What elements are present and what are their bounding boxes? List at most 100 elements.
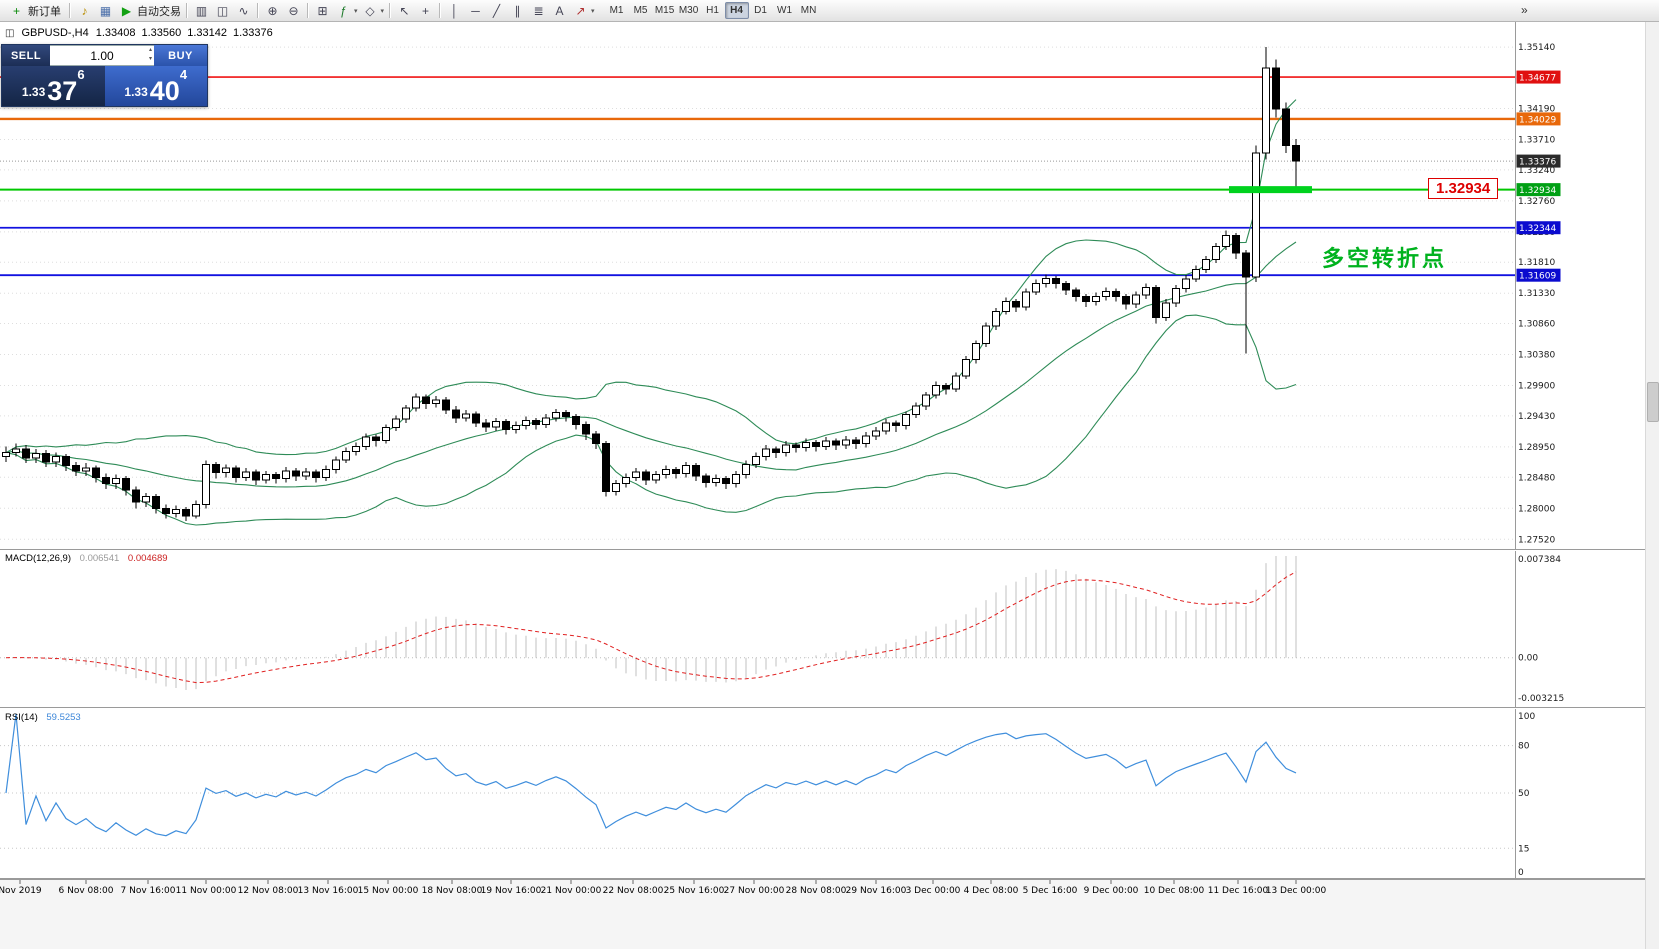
time-axis: Nov 2019 6 Nov 08:00 7 Nov 16:00 11 Nov 00:… [0,879,1659,949]
support-line-segment[interactable] [1229,186,1312,194]
zoom-in-icon[interactable]: ⊕ [267,3,278,18]
text-icon[interactable]: A [555,3,564,18]
autotrading-button[interactable]: ▶ 自动交易 [121,3,181,18]
rsi-indicator-label: RSI(14) 59.5253 [5,712,81,723]
stepper-up-icon[interactable]: ▴ [148,47,152,53]
bar-chart-icon[interactable]: ▥ [195,3,208,18]
sell-price-big: 37 [47,75,78,106]
cursor-icon[interactable]: ↖ [399,3,410,18]
channel-icon[interactable]: ∥ [514,3,521,18]
volume-stepper[interactable]: ▴ ▾ [149,46,152,65]
scrollbar-thumb[interactable] [1647,382,1659,422]
svg-text:22 Nov 08:00: 22 Nov 08:00 [603,886,664,896]
trade-prices-row: 1.33 37 6 1.33 40 4 [2,66,207,106]
svg-text:1.28480: 1.28480 [1518,473,1555,483]
volume-input[interactable]: 1.00 ▴ ▾ [50,45,154,66]
svg-text:4 Dec 08:00: 4 Dec 08:00 [964,886,1019,896]
timeframe-mn-button[interactable]: MN [800,5,817,16]
timeframe-m30-button[interactable]: M30 [678,5,699,16]
buy-price[interactable]: 1.33 40 4 [104,66,207,106]
level-price-tag: 1.32934 [1428,178,1499,199]
timeframe-h4-button[interactable]: H4 [724,2,749,19]
svg-text:1.32760: 1.32760 [1518,197,1555,207]
toolbar-overflow-icon[interactable]: » [1521,3,1528,17]
timeframe-m5-button[interactable]: M5 [633,5,648,16]
close-value: 1.33376 [233,27,273,39]
sell-price[interactable]: 1.33 37 6 [2,66,105,106]
svg-text:1.35140: 1.35140 [1518,43,1555,53]
candlesticks [2,47,1300,522]
vertical-line-icon[interactable]: │ [450,3,459,18]
svg-text:6 Nov 08:00: 6 Nov 08:00 [59,886,114,896]
objects-icon[interactable]: ◇ ▾ [365,3,385,18]
bollinger-bands [5,99,1297,526]
svg-text:1.34029: 1.34029 [1519,115,1556,125]
crosshair-icon[interactable]: + [422,3,430,18]
svg-text:1.31810: 1.31810 [1518,258,1555,268]
svg-text:10 Dec 08:00: 10 Dec 08:00 [1144,886,1205,896]
chart-title: ◫ GBPUSD-,H4 1.33408 1.33560 1.33142 1.3… [5,27,273,39]
horizontal-line-icon[interactable]: ─ [471,3,480,18]
timeframe-h1-button[interactable]: H1 [706,5,719,16]
svg-text:Nov 2019: Nov 2019 [0,886,42,896]
toolbar-separator [307,3,309,18]
line-chart-icon[interactable]: ∿ [238,3,249,18]
indicators-icon[interactable]: ƒ ▾ [340,3,358,18]
charts-window-icon[interactable]: ▦ [99,3,112,18]
stepper-down-icon[interactable]: ▾ [148,56,152,63]
high-value: 1.33560 [141,27,182,39]
sell-price-sup: 6 [77,67,85,82]
fibonacci-icon[interactable]: ≣ [533,3,544,18]
svg-text:1.34677: 1.34677 [1519,74,1556,84]
svg-text:1.34190: 1.34190 [1518,105,1555,115]
symbol-timeframe: GBPUSD-,H4 [21,27,89,39]
svg-text:15: 15 [1518,844,1529,854]
zoom-out-icon[interactable]: ⊖ [288,3,299,18]
toolbar-separator [389,3,392,18]
macd-main-value: 0.006541 [79,553,120,564]
svg-text:1.27520: 1.27520 [1518,535,1555,545]
timeframe-d1-button[interactable]: D1 [754,5,767,16]
turning-point-annotation: 多空转折点 [1322,246,1448,271]
rsi-name: RSI(14) [5,712,38,723]
arrow-icon[interactable]: ↗ ▾ [575,3,595,18]
svg-text:1.30380: 1.30380 [1518,351,1555,361]
svg-text:7 Nov 16:00: 7 Nov 16:00 [121,886,176,896]
svg-text:18 Nov 08:00: 18 Nov 08:00 [422,886,483,896]
timeframe-m15-button[interactable]: M15 [654,5,675,16]
timeframe-m1-button[interactable]: M1 [609,5,624,16]
svg-text:1.33710: 1.33710 [1518,136,1555,146]
toolbar-separator [186,3,188,18]
macd-panel: 0.007384 0.00 -0.003215 [0,555,1564,704]
candlestick-chart-icon[interactable]: ◫ [216,3,229,18]
svg-text:5 Dec 16:00: 5 Dec 16:00 [1023,886,1078,896]
svg-text:1.28000: 1.28000 [1518,504,1555,514]
svg-text:11 Nov 00:00: 11 Nov 00:00 [176,886,237,896]
svg-text:80: 80 [1518,742,1530,752]
macd-signal-value: 0.004689 [127,553,168,564]
buy-price-base: 1.33 [124,85,148,99]
svg-text:1.29900: 1.29900 [1518,382,1555,392]
svg-text:1.32344: 1.32344 [1519,224,1556,234]
rsi-panel: 100 80 50 15 0 [0,712,1535,878]
svg-text:-0.003215: -0.003215 [1518,694,1564,704]
buy-button[interactable]: BUY [154,45,207,66]
volume-value[interactable]: 1.00 [90,48,114,63]
toolbar: + 新订单 ♪ ▦ ▶ 自动交易 ▥ ◫ ∿ ⊕ ⊖ ⊞ ƒ ▾ ◇ ▾ ↖ + │ ─ ╱ ∥ ≣ A ↗ ▾ M1 M5 M1… [0,0,1659,22]
timeframe-w1-button[interactable]: W1 [777,5,793,16]
svg-text:28 Nov 08:00: 28 Nov 08:00 [786,886,847,896]
sell-button[interactable]: SELL [2,45,50,66]
svg-text:12 Nov 08:00: 12 Nov 08:00 [238,886,299,896]
svg-text:1.29430: 1.29430 [1518,412,1555,422]
sell-price-base: 1.33 [21,85,46,99]
new-order-label: 新订单 [28,5,61,18]
trendline-icon[interactable]: ╱ [492,3,501,18]
macd-name: MACD(12,26,9) [5,553,71,564]
open-value: 1.33408 [95,27,136,39]
vertical-scrollbar[interactable] [1645,22,1659,949]
tile-windows-icon[interactable]: ⊞ [317,3,328,18]
sound-icon[interactable]: ♪ [81,3,88,18]
svg-text:13 Nov 16:00: 13 Nov 16:00 [298,886,359,896]
new-order-button[interactable]: + 新订单 [3,1,66,20]
